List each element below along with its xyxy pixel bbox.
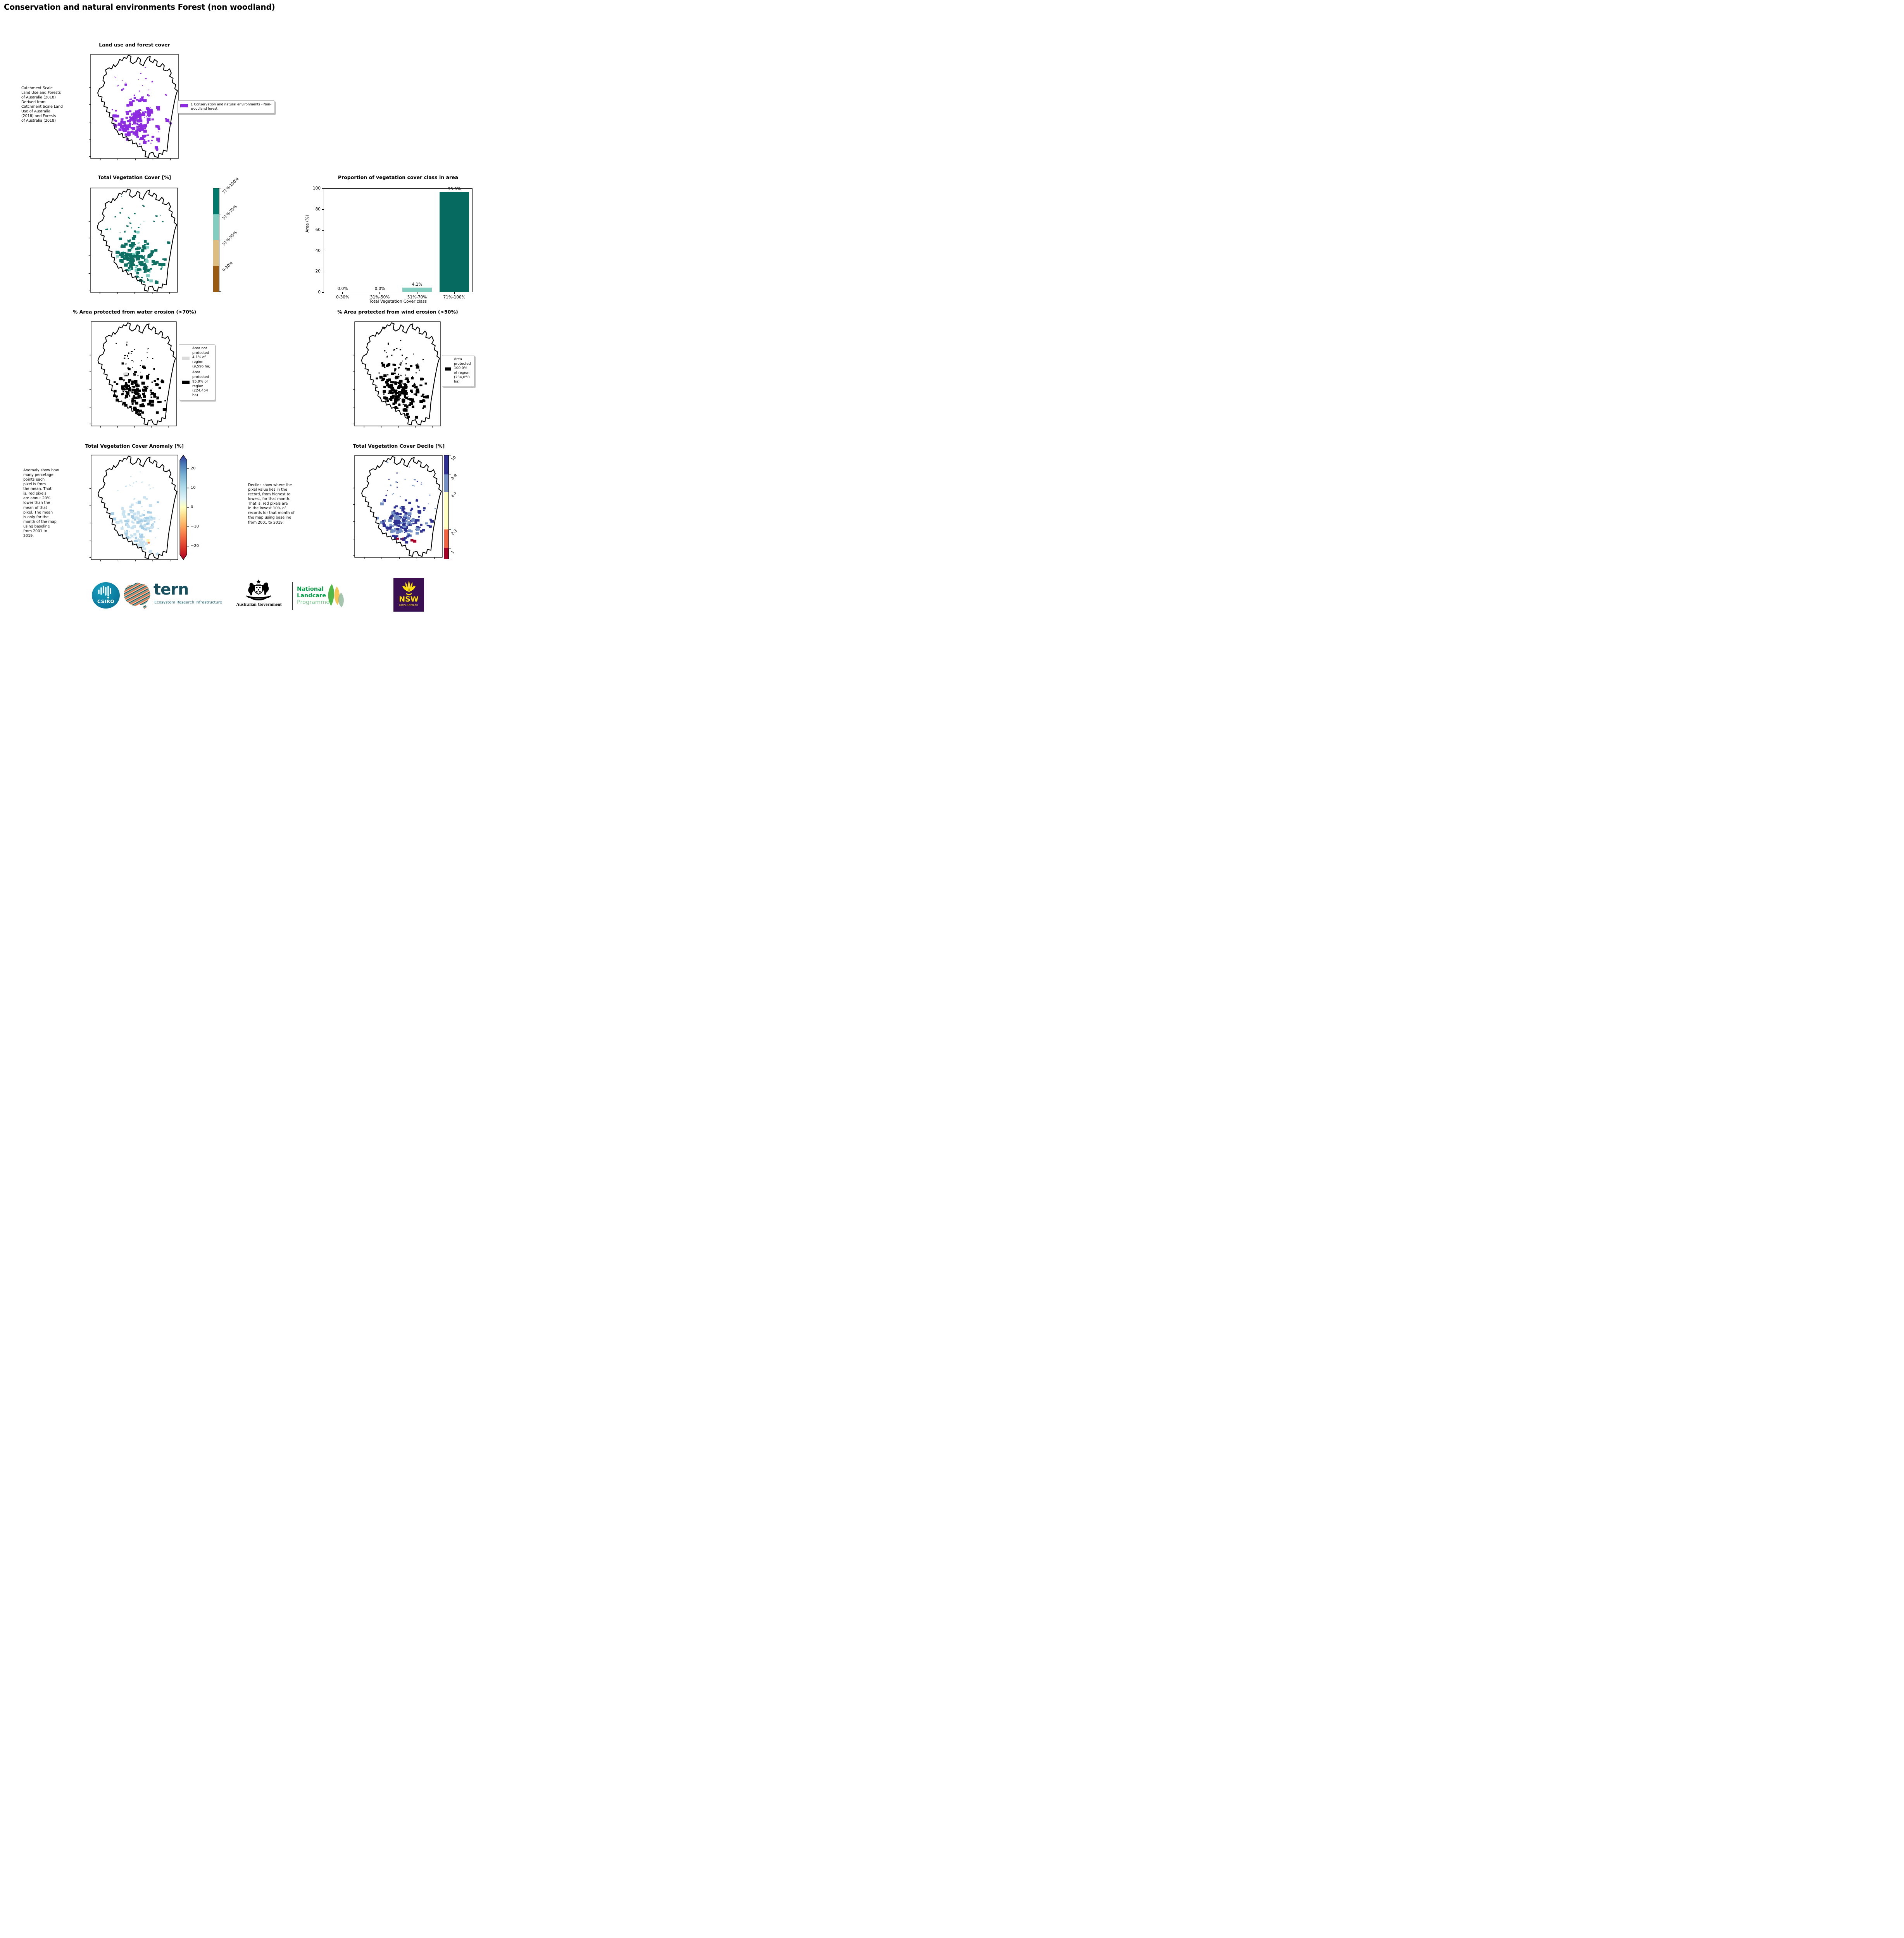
wind-legend-label-protected: Area protected 100.0% of region (234,050…	[454, 357, 471, 384]
decile-seg-8-9	[444, 474, 448, 492]
bar-ytick-label: 0	[318, 290, 321, 295]
wind-legend-swatch-protected	[445, 367, 451, 371]
tvc-map	[90, 188, 178, 292]
tern-label: tern	[153, 581, 189, 598]
nsw-government-label: GOVERNMENT	[398, 604, 419, 607]
tvc-colorbar-label-1: 51%-70%	[222, 204, 238, 221]
tern-australia-icon	[124, 583, 150, 609]
bar-value-label: 0.0%	[337, 286, 348, 291]
decile-map	[355, 455, 442, 557]
bar-ytick	[322, 292, 324, 293]
tern-subtitle: Ecosystem Research Infrastructure	[154, 600, 222, 605]
decile-note: Deciles show where the pixel value lies …	[248, 483, 295, 525]
bar-chart-title: Proportion of vegetation cover class in …	[338, 174, 459, 180]
anomaly-tick-10: 10	[191, 486, 196, 490]
bar-ytick-label: 40	[315, 248, 321, 253]
decile-colorbar	[444, 455, 449, 559]
csiro-waveform-icon	[98, 586, 111, 599]
bar-chart-plot-area: 0 20 40 60 80 100 0.0% 0-30% 0.0% 31%-50% 4.1% 51%-…	[313, 186, 473, 300]
tvc-colorbar-seg-0-30	[213, 266, 219, 292]
bar-xtick	[342, 292, 343, 294]
bar-ytick	[322, 188, 324, 189]
bar-chart-xlabel: Total Vegetation Cover class	[369, 299, 427, 304]
decile-label-2-3: 2-3	[450, 529, 458, 536]
water-erosion-map	[91, 322, 176, 426]
bar-ytick-label: 100	[312, 186, 321, 191]
water-legend-label-not-protected: Area not protected 4.1% of region (9,596…	[192, 347, 210, 369]
anomaly-tick-0: 0	[191, 505, 193, 509]
landcare-leaves-icon	[328, 584, 344, 607]
footer-divider	[292, 582, 293, 610]
bar-xtick-label: 51%-70%	[407, 295, 427, 300]
water-legend-swatch-not-protected	[182, 357, 190, 360]
bar-ytick	[322, 209, 324, 210]
decile-label-8-9: 8-9	[450, 473, 458, 481]
tvc-colorbar-seg-51-70	[213, 214, 219, 240]
anomaly-title: Total Vegetation Cover Anomaly [%]	[85, 443, 184, 449]
tvc-title: Total Vegetation Cover [%]	[98, 174, 171, 180]
bar-xtick-label: 0-30%	[336, 295, 349, 300]
tvc-colorbar	[213, 188, 219, 292]
nsw-government-logo: NSW GOVERNMENT	[393, 578, 424, 612]
land-use-legend-swatch	[180, 104, 188, 107]
tvc-colorbar-label-2: 31%-50%	[222, 230, 238, 247]
bar-value-label: 4.1%	[412, 282, 423, 287]
land-use-map	[91, 54, 178, 159]
decile-seg-10	[444, 455, 448, 474]
nlp-line-landcare: Landcare	[297, 593, 326, 599]
nlp-line-national: National	[297, 586, 324, 592]
nlp-line-programme: Programme	[297, 599, 330, 605]
anomaly-note: Anomaly show how many percetage points e…	[23, 468, 59, 538]
water-legend-label-protected: Area protected 95.9% of region (224,454 …	[192, 371, 209, 397]
tvc-colorbar-label-3: 0-30%	[222, 260, 234, 273]
land-use-title: Land use and forest cover	[99, 42, 170, 48]
decile-seg-4-7	[444, 492, 448, 529]
bar-ytick-label: 80	[315, 207, 321, 212]
water-erosion-legend: Area not protected 4.1% of region (9,596…	[179, 344, 215, 400]
wind-erosion-map	[355, 322, 440, 426]
wind-erosion-legend: Area protected 100.0% of region (234,050…	[442, 355, 474, 387]
bar-xtick-label: 71%-100%	[443, 295, 466, 300]
csiro-logo: CSIRO	[92, 582, 120, 609]
bar-71%-100%	[440, 192, 469, 292]
land-use-legend-label: 1 Conservation and natural environments …	[191, 103, 272, 111]
australian-government-label: Australian Government	[236, 602, 282, 607]
bar-51%-70%	[402, 288, 432, 292]
bar-ytick	[322, 230, 324, 231]
bar-value-label: 0.0%	[374, 286, 385, 291]
water-legend-swatch-protected	[182, 381, 190, 384]
bar-chart: 0 20 40 60 80 100 0.0% 0-30% 0.0% 31%-50% 4.1% 51%-…	[313, 186, 473, 300]
national-landcare-programme-label: National Landcare Programme	[297, 586, 329, 606]
wind-erosion-title: % Area protected from wind erosion (>50%…	[337, 309, 458, 315]
anomaly-colorbar	[179, 455, 189, 560]
page-title: Conservation and natural environments Fo…	[4, 2, 275, 12]
bar-chart-ylabel: Area (%)	[305, 215, 310, 233]
tvc-colorbar-seg-31-50	[213, 240, 219, 266]
decile-seg-1	[444, 548, 448, 559]
bar-value-label: 95.9%	[448, 187, 461, 191]
decile-label-4-7: 4-7	[450, 491, 458, 499]
tvc-colorbar-seg-71-100	[213, 188, 219, 214]
anomaly-tick-20: 20	[191, 466, 196, 471]
csiro-label: CSIRO	[97, 599, 115, 604]
anomaly-tick-m20: −20	[191, 544, 199, 548]
decile-label-1: 1	[450, 550, 455, 555]
nsw-label: NSW	[399, 595, 419, 603]
decile-label-10: 10	[450, 455, 457, 462]
land-use-legend: 1 Conservation and natural environments …	[177, 100, 275, 114]
bar-xtick	[379, 292, 380, 294]
water-erosion-title: % Area protected from water erosion (>70…	[72, 309, 197, 315]
australian-coat-of-arms-icon	[247, 579, 271, 600]
anomaly-map	[91, 455, 178, 560]
land-use-source-note: Catchment Scale Land Use and Forests of …	[21, 86, 63, 123]
bar-xtick-label: 31%-50%	[370, 295, 390, 300]
decile-seg-2-3	[444, 529, 448, 548]
nsw-waratah-icon	[402, 581, 416, 595]
bar-ytick-label: 60	[315, 228, 321, 233]
decile-title: Total Vegetation Cover Decile [%]	[353, 443, 445, 449]
tvc-colorbar-label-0: 71%-100%	[222, 177, 240, 195]
bar-ytick-label: 20	[315, 269, 321, 274]
anomaly-tick-m10: −10	[191, 524, 199, 529]
report-page: Conservation and natural environments Fo…	[0, 0, 476, 612]
